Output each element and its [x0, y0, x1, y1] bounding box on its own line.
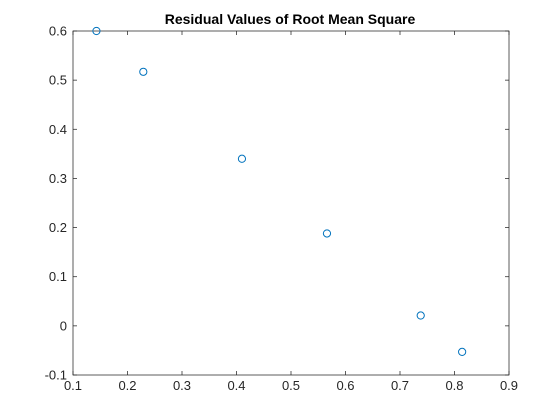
y-tick-label: 0.6: [49, 24, 67, 39]
x-tick-label: 0.8: [445, 378, 463, 393]
y-axis: -0.1 0 0.1 0.2 0.3 0.4 0.5 0.6: [45, 24, 509, 383]
y-tick-label: 0.2: [49, 220, 67, 235]
x-tick-label: 0.4: [227, 378, 245, 393]
y-tick-label: 0.3: [49, 171, 67, 186]
x-tick-label: 0.9: [500, 378, 518, 393]
data-point: [237, 154, 247, 163]
y-tick-label: 0.4: [49, 122, 67, 137]
x-tick-label: 0.2: [118, 378, 136, 393]
plot-area: [72, 30, 510, 376]
x-tick-label: 0.1: [64, 378, 82, 393]
y-tick-label: 0: [60, 318, 67, 333]
y-tick-label: 0.1: [49, 269, 67, 284]
y-tick-label: -0.1: [45, 368, 67, 383]
chart-title: Residual Values of Root Mean Square: [165, 11, 416, 27]
data-point: [322, 229, 332, 238]
data-points: [92, 26, 467, 357]
x-tick-label: 0.6: [336, 378, 354, 393]
data-point: [139, 67, 148, 76]
y-tick-label: 0.5: [49, 73, 67, 88]
x-tick-label: 0.7: [391, 378, 409, 393]
x-tick-label: 0.3: [173, 378, 191, 393]
x-tick-label: 0.5: [282, 378, 300, 393]
data-point: [92, 26, 101, 36]
data-point: [458, 347, 467, 357]
data-point: [416, 311, 425, 320]
x-axis: 0.1 0.2 0.3 0.4 0.5 0.6 0.7 0.8 0.9: [64, 31, 518, 393]
